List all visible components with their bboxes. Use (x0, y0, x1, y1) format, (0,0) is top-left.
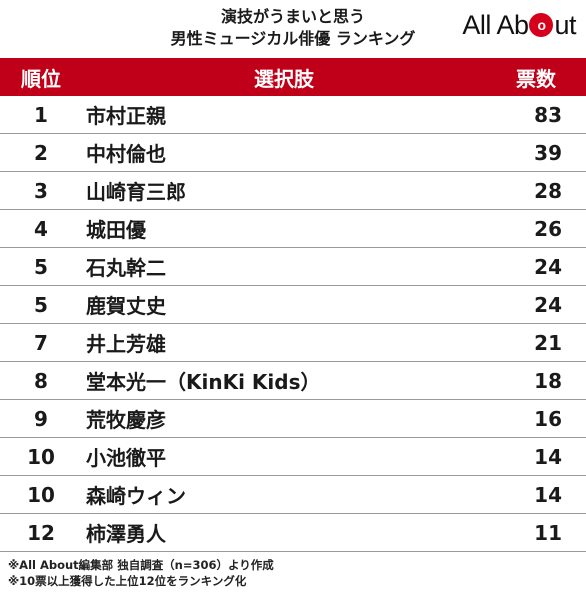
table-row: 2 中村倫也 39 (0, 133, 586, 172)
page-title: 演技がうまいと思う 男性ミュージカル俳優 ランキング (0, 6, 586, 50)
rank-cell: 5 (0, 285, 82, 324)
votes-cell: 11 (486, 513, 586, 552)
rank-cell: 1 (0, 96, 82, 134)
votes-cell: 39 (486, 133, 586, 172)
title-line-2: 男性ミュージカル俳優 ランキング (170, 29, 416, 48)
votes-cell: 26 (486, 209, 586, 248)
table-row: 1 市村正親 83 (0, 96, 586, 134)
votes-cell: 14 (486, 437, 586, 476)
rank-cell: 12 (0, 513, 82, 552)
name-cell: 山崎育三郎 (82, 171, 486, 210)
header-name: 選択肢 (82, 58, 486, 96)
table-row: 3 山崎育三郎 28 (0, 171, 586, 210)
rank-cell: 4 (0, 209, 82, 248)
logo-text-end: ut (554, 9, 576, 40)
all-about-logo: All Ab o ut (462, 8, 576, 42)
footnote-source: ※All About編集部 独自調査（n=306）より作成 (8, 558, 274, 572)
header: 演技がうまいと思う 男性ミュージカル俳優 ランキング All Ab o ut (0, 0, 586, 58)
rank-cell: 9 (0, 399, 82, 438)
footnotes: ※All About編集部 独自調査（n=306）より作成 ※10票以上獲得した… (8, 557, 274, 589)
votes-cell: 24 (486, 247, 586, 286)
name-cell: 柿澤勇人 (82, 513, 486, 552)
table-row: 8 堂本光一（KinKi Kids） 18 (0, 361, 586, 400)
table-header-row: 順位 選択肢 票数 (0, 58, 586, 96)
votes-cell: 18 (486, 361, 586, 400)
votes-cell: 83 (486, 96, 586, 134)
name-cell: 市村正親 (82, 96, 486, 134)
table-row: 9 荒牧慶彦 16 (0, 399, 586, 438)
name-cell: 石丸幹二 (82, 247, 486, 286)
votes-cell: 16 (486, 399, 586, 438)
rank-cell: 7 (0, 323, 82, 362)
rank-cell: 10 (0, 437, 82, 476)
title-line-1: 演技がうまいと思う (220, 7, 365, 26)
votes-cell: 28 (486, 171, 586, 210)
name-cell: 井上芳雄 (82, 323, 486, 362)
header-rank: 順位 (0, 58, 82, 96)
rank-cell: 10 (0, 475, 82, 514)
logo-text-start: All Ab (462, 9, 529, 40)
table-row: 5 石丸幹二 24 (0, 247, 586, 286)
rank-cell: 3 (0, 171, 82, 210)
name-cell: 荒牧慶彦 (82, 399, 486, 438)
table-row: 4 城田優 26 (0, 209, 586, 248)
name-cell: 森崎ウィン (82, 475, 486, 514)
name-cell: 中村倫也 (82, 133, 486, 172)
table-row: 10 森崎ウィン 14 (0, 475, 586, 514)
header-votes: 票数 (486, 58, 586, 96)
name-cell: 城田優 (82, 209, 486, 248)
votes-cell: 24 (486, 285, 586, 324)
table-row: 10 小池徹平 14 (0, 437, 586, 476)
ranking-table: 順位 選択肢 票数 1 市村正親 83 2 中村倫也 39 3 山崎育三郎 28 4 城田優 26 5 石… (0, 58, 586, 552)
logo-mark-icon: o (529, 13, 554, 37)
table-row: 12 柿澤勇人 11 (0, 513, 586, 552)
name-cell: 鹿賀丈史 (82, 285, 486, 324)
rank-cell: 2 (0, 133, 82, 172)
votes-cell: 21 (486, 323, 586, 362)
name-cell: 堂本光一（KinKi Kids） (82, 361, 486, 400)
rank-cell: 5 (0, 247, 82, 286)
table-row: 7 井上芳雄 21 (0, 323, 586, 362)
votes-cell: 14 (486, 475, 586, 514)
table-row: 5 鹿賀丈史 24 (0, 285, 586, 324)
footnote-criteria: ※10票以上獲得した上位12位をランキング化 (8, 574, 247, 588)
rank-cell: 8 (0, 361, 82, 400)
name-cell: 小池徹平 (82, 437, 486, 476)
